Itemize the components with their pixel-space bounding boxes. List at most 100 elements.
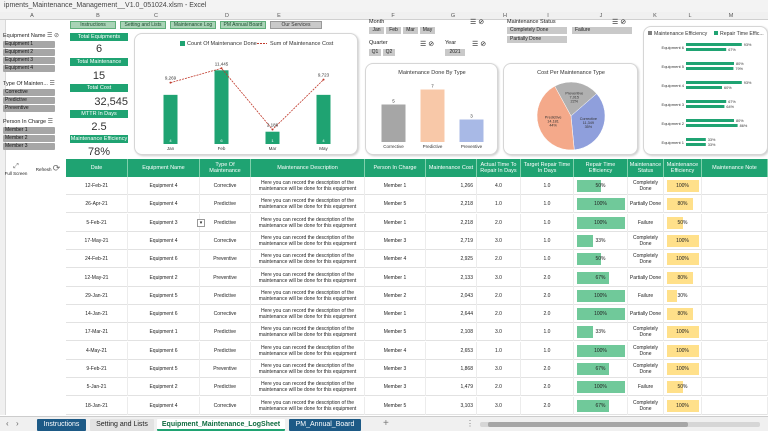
- table-cell[interactable]: 100%: [574, 341, 628, 360]
- chart-monthly-card[interactable]: Count Of Maintenance Done Sum of Maintena…: [134, 33, 358, 155]
- column-header-f[interactable]: F: [391, 13, 395, 19]
- table-cell[interactable]: Completely Done: [628, 360, 664, 378]
- multiselect-icon[interactable]: ☰: [472, 41, 479, 48]
- table-cell[interactable]: 1.0: [521, 213, 574, 232]
- table-cell[interactable]: 80%: [664, 305, 702, 324]
- multiselect-icon[interactable]: ☰: [612, 19, 619, 26]
- table-cell[interactable]: 24-Feb-21: [66, 250, 128, 269]
- header-equipment-name[interactable]: Equipment Name: [128, 159, 200, 177]
- table-cell[interactable]: Equipment 4: [128, 231, 200, 250]
- table-cell[interactable]: 1,479: [426, 378, 477, 397]
- table-cell[interactable]: Member 5: [365, 323, 426, 342]
- table-cell[interactable]: Predictive: [200, 323, 251, 342]
- table-cell[interactable]: Equipment 3: [128, 213, 200, 232]
- multiselect-icon[interactable]: ☰: [47, 33, 53, 39]
- bar-repair-eff[interactable]: [686, 143, 706, 146]
- table-cell[interactable]: 5-Jan-21: [66, 378, 128, 397]
- table-cell[interactable]: Preventive: [200, 268, 251, 287]
- header-maintenance-efficiency[interactable]: Maintenance Efficiency: [664, 159, 702, 177]
- scrollbar-thumb[interactable]: [488, 422, 688, 427]
- table-cell[interactable]: 3.0: [477, 360, 521, 378]
- table-cell[interactable]: Here you can record the description of t…: [251, 360, 365, 378]
- column-header-m[interactable]: M: [728, 13, 734, 19]
- table-cell[interactable]: Predictive: [200, 213, 251, 232]
- table-cell[interactable]: 12-Feb-21: [66, 177, 128, 195]
- header-maintenance-note[interactable]: Maintenance Note: [702, 159, 768, 177]
- table-cell[interactable]: Equipment 4: [128, 396, 200, 415]
- bar-maint-eff[interactable]: [686, 119, 734, 122]
- table-cell[interactable]: 2.0: [521, 305, 574, 324]
- table-cell[interactable]: Equipment 6: [128, 305, 200, 324]
- table-cell[interactable]: 2,644: [426, 305, 477, 324]
- table-cell[interactable]: 2,218: [426, 195, 477, 214]
- table-cell[interactable]: 2.0: [521, 286, 574, 305]
- table-cell[interactable]: Here you can record the description of t…: [251, 177, 365, 195]
- table-cell[interactable]: Member 5: [365, 195, 426, 214]
- table-cell[interactable]: Here you can record the description of t…: [251, 195, 365, 214]
- tab-instructions[interactable]: Instructions: [37, 419, 86, 431]
- pie-slice-predictive[interactable]: [536, 85, 575, 151]
- table-cell[interactable]: Equipment 2: [128, 268, 200, 287]
- bar-count[interactable]: [316, 94, 331, 144]
- slicer-month-item[interactable]: May: [420, 27, 435, 34]
- nav-settings-button[interactable]: Setting and Lists: [120, 21, 166, 29]
- tab-logsheet[interactable]: Equipment_Maintenance_LogSheet: [157, 419, 285, 431]
- table-cell[interactable]: Corrective: [200, 231, 251, 250]
- table-cell[interactable]: [702, 268, 768, 287]
- column-header-l[interactable]: L: [688, 13, 692, 19]
- table-cell[interactable]: 4-May-21: [66, 341, 128, 360]
- table-cell[interactable]: [702, 177, 768, 195]
- slicer-status-item[interactable]: Completely Done: [507, 27, 567, 34]
- table-cell[interactable]: 33%: [574, 323, 628, 342]
- horizontal-scrollbar[interactable]: [480, 422, 760, 427]
- more-options-icon[interactable]: ⋮: [466, 419, 474, 428]
- table-cell[interactable]: Member 1: [365, 213, 426, 232]
- table-cell[interactable]: 5-Feb-21: [66, 213, 128, 232]
- bar-preventive[interactable]: [459, 119, 484, 143]
- bar-count[interactable]: [214, 70, 229, 144]
- column-header-j[interactable]: J: [599, 13, 603, 19]
- table-cell[interactable]: Failure: [628, 213, 664, 232]
- table-cell[interactable]: 100%: [574, 305, 628, 324]
- table-cell[interactable]: 100%: [664, 231, 702, 250]
- table-cell[interactable]: [702, 341, 768, 360]
- column-header-b[interactable]: B: [96, 13, 100, 19]
- table-cell[interactable]: [702, 378, 768, 397]
- table-cell[interactable]: 3.0: [477, 268, 521, 287]
- header-target-repair-time-in-days[interactable]: Target Repair Time In Days: [521, 159, 574, 177]
- table-cell[interactable]: 2,043: [426, 286, 477, 305]
- slicer-status-item[interactable]: Failure: [572, 27, 632, 34]
- table-cell[interactable]: 100%: [664, 250, 702, 269]
- table-cell[interactable]: Member 5: [365, 396, 426, 415]
- table-cell[interactable]: 2,218: [426, 213, 477, 232]
- table-cell[interactable]: 1.0: [521, 195, 574, 214]
- table-cell[interactable]: [702, 323, 768, 342]
- slicer-month-item[interactable]: Jan: [369, 27, 384, 34]
- table-cell[interactable]: 2.0: [521, 360, 574, 378]
- dropdown-arrow-icon[interactable]: ▾: [197, 218, 205, 227]
- table-cell[interactable]: Equipment 6: [128, 341, 200, 360]
- table-cell[interactable]: [702, 396, 768, 415]
- tab-settings[interactable]: Setting and Lists: [90, 419, 154, 431]
- bar-repair-eff[interactable]: [686, 67, 734, 70]
- table-cell[interactable]: Here you can record the description of t…: [251, 268, 365, 287]
- refresh-button[interactable]: Refresh ⟳: [35, 163, 61, 173]
- table-cell[interactable]: 100%: [664, 396, 702, 415]
- table-cell[interactable]: Member 3: [365, 360, 426, 378]
- table-cell[interactable]: [702, 250, 768, 269]
- table-cell[interactable]: 50%: [574, 250, 628, 269]
- table-cell[interactable]: Completely Done: [628, 177, 664, 195]
- table-cell[interactable]: 1.0: [477, 195, 521, 214]
- table-cell[interactable]: Equipment 5: [128, 360, 200, 378]
- slicer-month-tools[interactable]: ☰ ⊘: [470, 18, 484, 26]
- clear-filter-icon[interactable]: ⊘: [53, 33, 59, 39]
- table-cell[interactable]: Member 3: [365, 378, 426, 397]
- table-cell[interactable]: 1.0: [477, 341, 521, 360]
- bar-repair-eff[interactable]: [686, 124, 738, 127]
- slicer-status-tools[interactable]: ☰ ⊘: [612, 18, 626, 26]
- nav-services-button[interactable]: Our Services: [270, 21, 322, 29]
- table-cell[interactable]: 3.0: [477, 231, 521, 250]
- chart-pie-card[interactable]: Cost Per Maintenance Type Preventive 7,015…: [503, 63, 638, 155]
- table-cell[interactable]: 3,103: [426, 396, 477, 415]
- table-cell[interactable]: 100%: [574, 213, 628, 232]
